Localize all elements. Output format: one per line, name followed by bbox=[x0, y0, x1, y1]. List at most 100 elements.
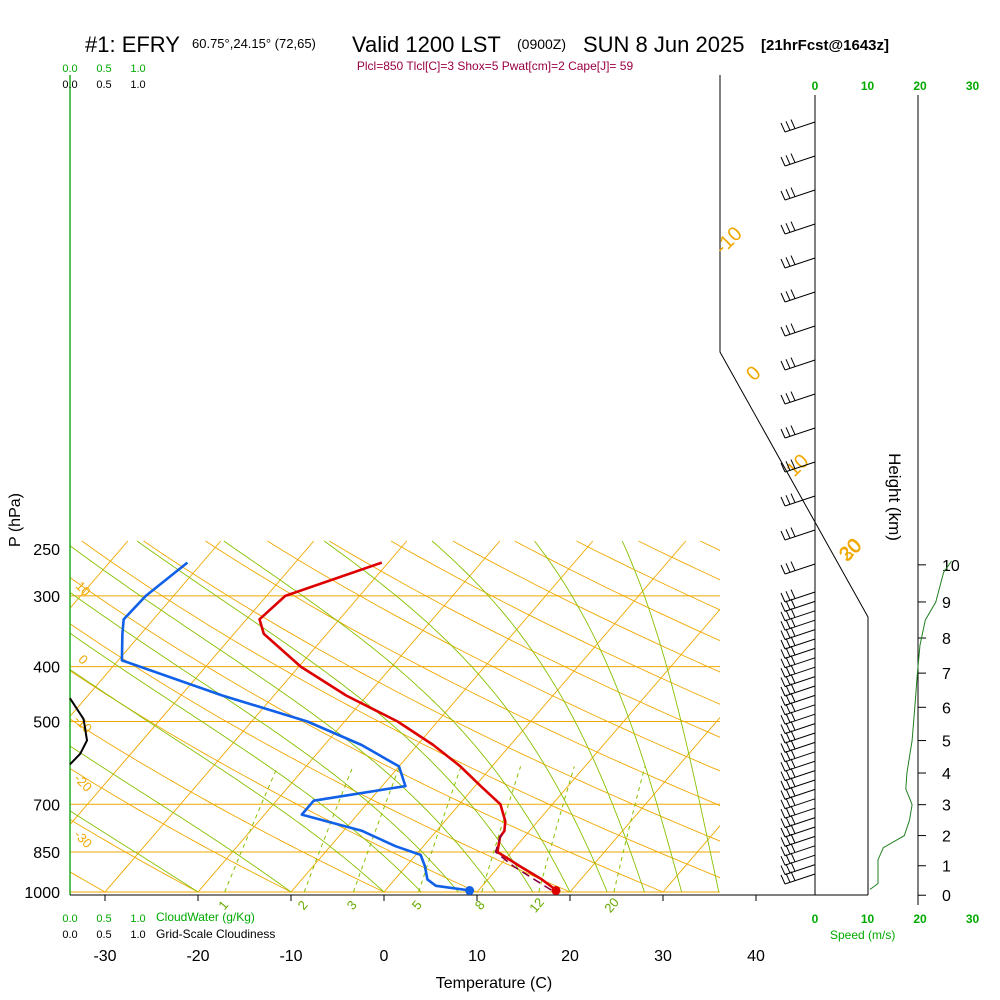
pressure-tick-label: 1000 bbox=[24, 885, 60, 902]
wind-barb-flag bbox=[785, 873, 791, 883]
dry-adiabat bbox=[70, 577, 664, 893]
wind-barb-staff bbox=[784, 291, 816, 303]
wind-barb-flag bbox=[785, 155, 791, 165]
height-tick-label: 9 bbox=[942, 595, 951, 612]
wind-barb-flag bbox=[780, 799, 786, 810]
wind-barb-flag bbox=[785, 863, 791, 874]
cloudwater-bottom-tick: 0.5 bbox=[96, 913, 111, 925]
isotherm-label: -10 bbox=[711, 223, 747, 259]
height-tick-label: 3 bbox=[942, 798, 951, 815]
wind-barb-flag bbox=[785, 189, 791, 199]
speed-label: Speed (m/s) bbox=[830, 928, 895, 942]
moist-adiabat bbox=[70, 540, 496, 893]
wind-barb-flag bbox=[790, 598, 796, 609]
dry-adiabat bbox=[70, 670, 478, 893]
wind-barb-staff bbox=[784, 835, 816, 847]
wind-barb-flag bbox=[780, 790, 786, 800]
wind-barb-staff bbox=[784, 529, 816, 541]
mixing-ratio-label: 3 bbox=[344, 898, 360, 913]
wind-barb-flag bbox=[780, 564, 786, 575]
wind-barb bbox=[780, 673, 816, 688]
wind-barb-staff bbox=[784, 864, 816, 876]
wind-barb-staff bbox=[784, 854, 816, 866]
dry-adiabat bbox=[328, 540, 720, 738]
wind-barb bbox=[780, 805, 816, 819]
wind-barb bbox=[780, 636, 816, 650]
temperature-tick-label: -10 bbox=[279, 948, 302, 965]
wind-barb-flag bbox=[790, 119, 796, 129]
wind-barb bbox=[780, 702, 816, 716]
wind-barb-flag bbox=[785, 675, 791, 686]
wind-barb bbox=[780, 608, 816, 622]
sounding-series bbox=[69, 560, 952, 896]
wind-barb-flag bbox=[780, 530, 786, 541]
wind-barb-staff bbox=[784, 845, 816, 857]
wind-barb bbox=[780, 255, 816, 269]
cloudwater-bottom-tick: 0.0 bbox=[62, 913, 77, 925]
wind-barb bbox=[780, 749, 816, 763]
wind-barb-flag bbox=[785, 529, 791, 539]
height-axis-title: Height (km) bbox=[885, 453, 904, 541]
wind-barb-flag bbox=[790, 187, 796, 197]
surface-temperature-point bbox=[551, 886, 561, 896]
wind-barb bbox=[780, 391, 816, 405]
wind-barb bbox=[780, 357, 816, 371]
wind-barb bbox=[780, 493, 816, 507]
wind-barb bbox=[780, 692, 816, 706]
wind-barb bbox=[780, 289, 816, 303]
wind-barb-staff bbox=[784, 779, 816, 791]
wind-barb-flag bbox=[785, 666, 791, 676]
isotherm-line bbox=[849, 541, 1000, 892]
pressure-tick-label: 850 bbox=[33, 845, 60, 862]
wind-barb bbox=[780, 187, 816, 201]
wind-barb-flag bbox=[790, 645, 796, 656]
wind-barb-staff bbox=[784, 694, 816, 706]
moist-adiabat bbox=[70, 540, 199, 893]
wind-barb-flag bbox=[780, 620, 786, 631]
wind-barb-staff bbox=[784, 741, 816, 753]
wind-barb bbox=[780, 777, 816, 791]
wind-barb-staff bbox=[784, 685, 816, 697]
wind-barb-flag bbox=[790, 357, 796, 367]
wind-barb bbox=[780, 767, 816, 782]
wind-barb-flag bbox=[790, 739, 796, 750]
wind-barb-flag bbox=[785, 628, 791, 639]
wind-barb-flag bbox=[780, 326, 786, 337]
cloudiness-bottom-tick: 0.5 bbox=[96, 929, 111, 941]
wind-barb bbox=[780, 561, 816, 575]
wind-barb bbox=[780, 323, 816, 337]
wind-barb-flag bbox=[790, 617, 796, 628]
height-tick-label: 4 bbox=[942, 766, 951, 783]
wind-barb bbox=[780, 843, 816, 857]
wind-barb-flag bbox=[790, 589, 796, 599]
cloudwater-label: CloudWater (g/Kg) bbox=[156, 910, 255, 924]
pressure-tick-label: 700 bbox=[33, 797, 60, 814]
wind-barb-flag bbox=[785, 291, 791, 301]
dry-adiabat-label: -30 bbox=[71, 827, 95, 851]
dry-adiabat bbox=[81, 540, 720, 879]
wind-barb-flag bbox=[780, 677, 786, 687]
wind-barb bbox=[780, 796, 816, 810]
wind-barb-flag bbox=[780, 658, 786, 669]
wind-barb-flag bbox=[785, 788, 791, 798]
wind-barb bbox=[780, 664, 816, 678]
wind-barb bbox=[780, 221, 816, 235]
wind-barb-flag bbox=[790, 786, 796, 797]
wind-barb-flag bbox=[780, 394, 786, 405]
wind-barb-flag bbox=[785, 121, 791, 131]
mixing-ratio-label: 5 bbox=[409, 898, 425, 913]
wind-barb-flag bbox=[785, 609, 791, 620]
wind-barb-flag bbox=[785, 685, 791, 695]
x-axis-title: Temperature (C) bbox=[436, 975, 552, 992]
wind-barb-flag bbox=[780, 705, 786, 716]
wind-barb-staff bbox=[784, 817, 816, 829]
wind-barb-flag bbox=[785, 359, 791, 369]
mixing-ratio-label: 8 bbox=[472, 898, 488, 913]
dry-adiabat bbox=[70, 718, 385, 893]
wind-barb-flag bbox=[790, 664, 796, 675]
isotherm-label: 0 bbox=[742, 362, 765, 385]
wind-barb-flag bbox=[780, 258, 786, 269]
wind-barb-flag bbox=[790, 636, 796, 646]
isotherm-line bbox=[383, 540, 687, 893]
